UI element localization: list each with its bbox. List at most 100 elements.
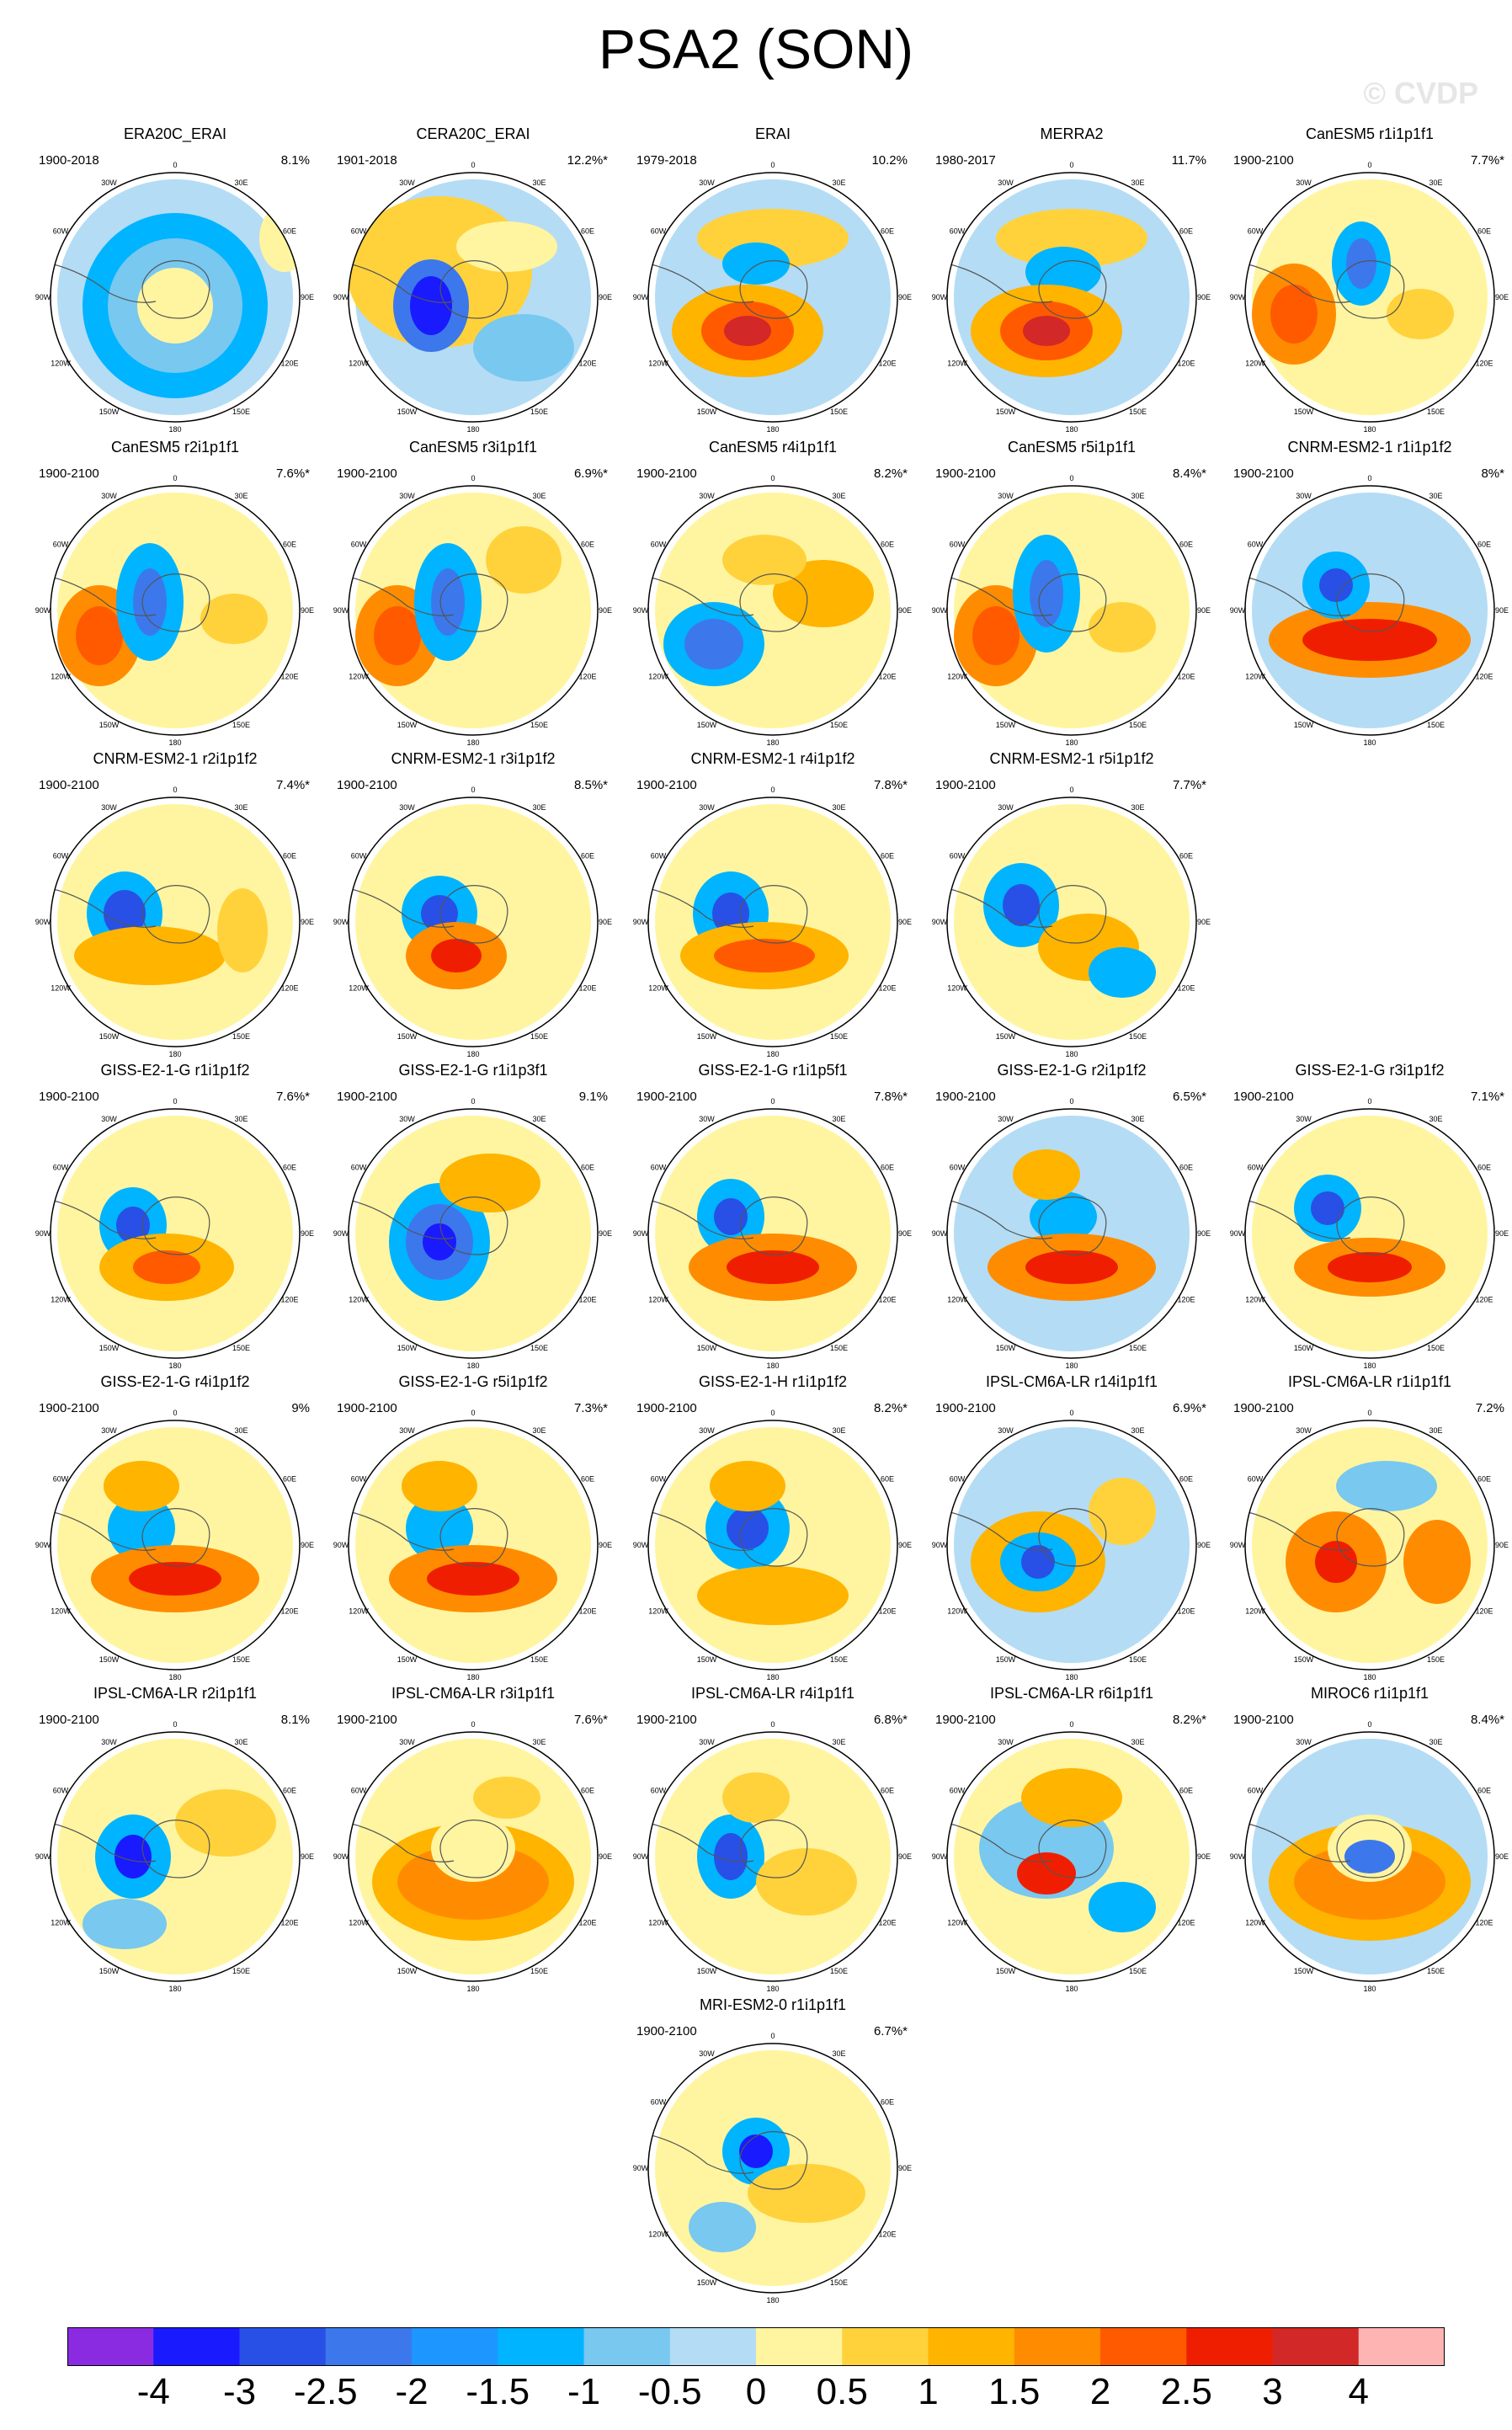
polar-map: 0 30E 60E 90E 120E 150E 180 150W 120W 90W 60W 30W: [1230, 161, 1509, 434]
panel-period: 1900-2100: [1233, 1090, 1294, 1104]
longitude-label: 60W: [950, 541, 966, 549]
longitude-label: 30W: [101, 179, 117, 187]
longitude-label: 0: [1069, 474, 1073, 482]
longitude-label: 60W: [950, 852, 966, 861]
map-panel: CNRM-ESM2-1 r5i1p1f2 1900-2100 7.7%* 0 30E 60…: [929, 749, 1215, 1061]
polar-map: 0 30E 60E 90E 120E 150E 180 150W 120W 90W 60W 30W: [633, 2032, 912, 2305]
longitude-label: 90W: [1230, 293, 1246, 301]
south-america-coastline: [51, 576, 157, 616]
longitude-label: 0: [770, 1409, 775, 1417]
longitude-label: 30E: [532, 1738, 546, 1746]
map-panel: MRI-ESM2-0 r1i1p1f1 1900-2100 6.7%* 0 30E 60E…: [630, 1996, 916, 2307]
longitude-label: 60E: [581, 227, 594, 236]
longitude-label: 150W: [1294, 721, 1314, 729]
longitude-label: 150W: [996, 408, 1016, 416]
anomaly-contour: [727, 1250, 819, 1284]
longitude-label: 90W: [932, 1852, 948, 1861]
longitude-label: 150E: [232, 1032, 250, 1041]
map-panel: CNRM-ESM2-1 r4i1p1f2 1900-2100 7.8%* 0 30E 60…: [630, 749, 916, 1061]
polar-map: 0 30E 60E 90E 120E 150E 180 150W 120W 90W 60W 30W: [932, 474, 1211, 747]
anomaly-contour: [1252, 1116, 1488, 1351]
longitude-label: 30W: [699, 1426, 715, 1435]
longitude-label: 120W: [1245, 1919, 1265, 1927]
panel-title: CanESM5 r1i1p1f1: [1305, 125, 1435, 142]
longitude-label: 90W: [35, 606, 51, 615]
anomaly-contour: [133, 568, 167, 636]
anomaly-contour: [402, 1461, 477, 1511]
longitude-label: 150W: [397, 721, 418, 729]
longitude-label: 0: [1069, 1409, 1073, 1417]
longitude-label: 120W: [648, 984, 668, 993]
map-panel: IPSL-CM6A-LR r2i1p1f1 1900-2100 8.1% 0 30E 60…: [32, 1684, 318, 1996]
longitude-label: 90E: [898, 1541, 912, 1549]
longitude-label: 30E: [234, 1115, 248, 1123]
anomaly-contour: [431, 1815, 515, 1882]
anomaly-contour: [76, 606, 123, 665]
panel-period: 1900-2018: [39, 153, 99, 168]
longitude-label: 90W: [333, 606, 349, 615]
longitude-label: 120E: [1177, 673, 1195, 681]
map-border: [647, 797, 898, 1047]
anomaly-contour: [684, 619, 743, 669]
antarctica-coastline: [439, 1508, 508, 1567]
longitude-label: 0: [1069, 1720, 1073, 1729]
longitude-label: 120E: [878, 360, 896, 368]
polar-map: 0 30E 60E 90E 120E 150E 180 150W 120W 90W 60W 30W: [333, 1409, 612, 1681]
colorbar-tick-label: -2.5: [293, 2371, 358, 2412]
longitude-label: 150W: [99, 1967, 120, 1975]
longitude-label: 0: [1367, 1720, 1371, 1729]
panel-explained-variance: 9%: [291, 1401, 310, 1415]
longitude-label: 90W: [1230, 1229, 1246, 1238]
longitude-label: 120W: [349, 1607, 369, 1616]
longitude-label: 150E: [1427, 721, 1445, 729]
longitude-label: 60W: [53, 227, 69, 236]
antarctica-coastline: [439, 1196, 508, 1255]
anomaly-contour: [655, 804, 891, 1040]
map-panel: CanESM5 r3i1p1f1 1900-2100 6.9%* 0 30E 60E 90E…: [330, 438, 616, 749]
longitude-label: 150E: [232, 721, 250, 729]
anomaly-contour: [410, 276, 452, 335]
longitude-label: 0: [1069, 161, 1073, 169]
longitude-label: 90E: [301, 1541, 314, 1549]
polar-map: 0 30E 60E 90E 120E 150E 180 150W 120W 90W 60W 30W: [1230, 474, 1509, 747]
longitude-label: 150W: [1294, 1967, 1314, 1975]
longitude-label: 60W: [950, 1787, 966, 1795]
map-border: [50, 1108, 301, 1359]
panel-title: GISS-E2-1-G r1i1p3f1: [398, 1062, 548, 1079]
map-panel: ERA20C_ERAI 1900-2018 8.1% 0 30E 60E 90E 120E 15…: [32, 125, 318, 436]
longitude-label: 60E: [283, 1475, 296, 1484]
map-panel: CanESM5 r2i1p1f1 1900-2100 7.6%* 0 30E 60E 90E…: [32, 438, 318, 749]
panel-title: GISS-E2-1-G r1i1p5f1: [698, 1062, 848, 1079]
antarctica-coastline: [141, 1196, 210, 1255]
longitude-label: 150E: [830, 2278, 848, 2287]
longitude-label: 180: [1363, 425, 1376, 434]
longitude-label: 120E: [578, 1607, 596, 1616]
longitude-label: 60W: [651, 1164, 667, 1172]
longitude-label: 0: [471, 474, 475, 482]
longitude-label: 30W: [399, 492, 415, 500]
panel-explained-variance: 6.9%*: [573, 466, 608, 481]
anomaly-contour: [486, 526, 562, 594]
anomaly-contour: [722, 242, 790, 285]
longitude-label: 180: [1363, 738, 1376, 747]
polar-map: 0 30E 60E 90E 120E 150E 180 150W 120W 90W 60W 30W: [1230, 1409, 1509, 1681]
polar-map: 0 30E 60E 90E 120E 150E 180 150W 120W 90W 60W 30W: [35, 1409, 314, 1681]
longitude-label: 120W: [51, 984, 71, 993]
longitude-label: 60E: [881, 1164, 894, 1172]
panel-title: CanESM5 r2i1p1f1: [110, 439, 240, 456]
map-border: [647, 1420, 898, 1671]
map-border: [50, 1731, 301, 1982]
longitude-label: 120W: [1245, 1296, 1265, 1304]
longitude-label: 120E: [578, 1296, 596, 1304]
anomaly-contour: [137, 268, 213, 344]
longitude-label: 180: [168, 425, 181, 434]
map-panel: CNRM-ESM2-1 r3i1p1f2 1900-2100 8.5%* 0 30E 60…: [330, 749, 616, 1061]
panel-title: CanESM5 r5i1p1f1: [1007, 439, 1137, 456]
south-america-coastline: [51, 1822, 157, 1862]
antarctica-coastline: [141, 260, 210, 319]
antarctica-coastline: [141, 1508, 210, 1567]
longitude-label: 0: [770, 1097, 775, 1106]
longitude-label: 120W: [947, 1296, 967, 1304]
longitude-label: 120E: [578, 673, 596, 681]
longitude-label: 150E: [1427, 1967, 1445, 1975]
